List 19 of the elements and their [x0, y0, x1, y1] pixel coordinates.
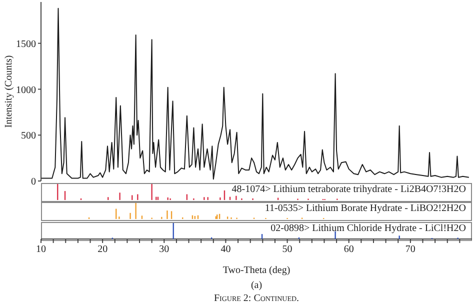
- chart-title: 11-0535> Lithium Borate Hydrate - LiBO2!2H2O: [264, 203, 466, 214]
- x-tick-label: 60: [344, 244, 354, 256]
- x-tick-label: 70: [405, 244, 416, 256]
- text: (a): [250, 280, 264, 292]
- caption: Figure 2: Continued.: [212, 293, 300, 305]
- x-tick-label: 20: [98, 244, 108, 256]
- x-tick-label: 50: [282, 244, 292, 256]
- y-tick-label: 500: [21, 130, 36, 142]
- y-tick-label: 1000: [16, 84, 36, 96]
- x-axis-title: Two-Theta (deg): [222, 265, 290, 276]
- x-tick-label: 30: [159, 244, 170, 256]
- y-axis-title: Intensity (Counts): [4, 55, 15, 128]
- chart-title: 02-0898> Lithium Chloride Hydrate - LiCl!H2O: [270, 223, 466, 234]
- chart-title: 48-1074> Lithium tetraborate trihydrate - Li2B4O7!3H2O: [232, 184, 466, 195]
- x-tick-label: 10: [36, 244, 46, 256]
- line-series: [41, 8, 470, 180]
- x-tick-label: 40: [220, 244, 231, 256]
- y-tick-label: 0: [31, 176, 36, 188]
- y-tick-label: 1500: [16, 38, 36, 50]
